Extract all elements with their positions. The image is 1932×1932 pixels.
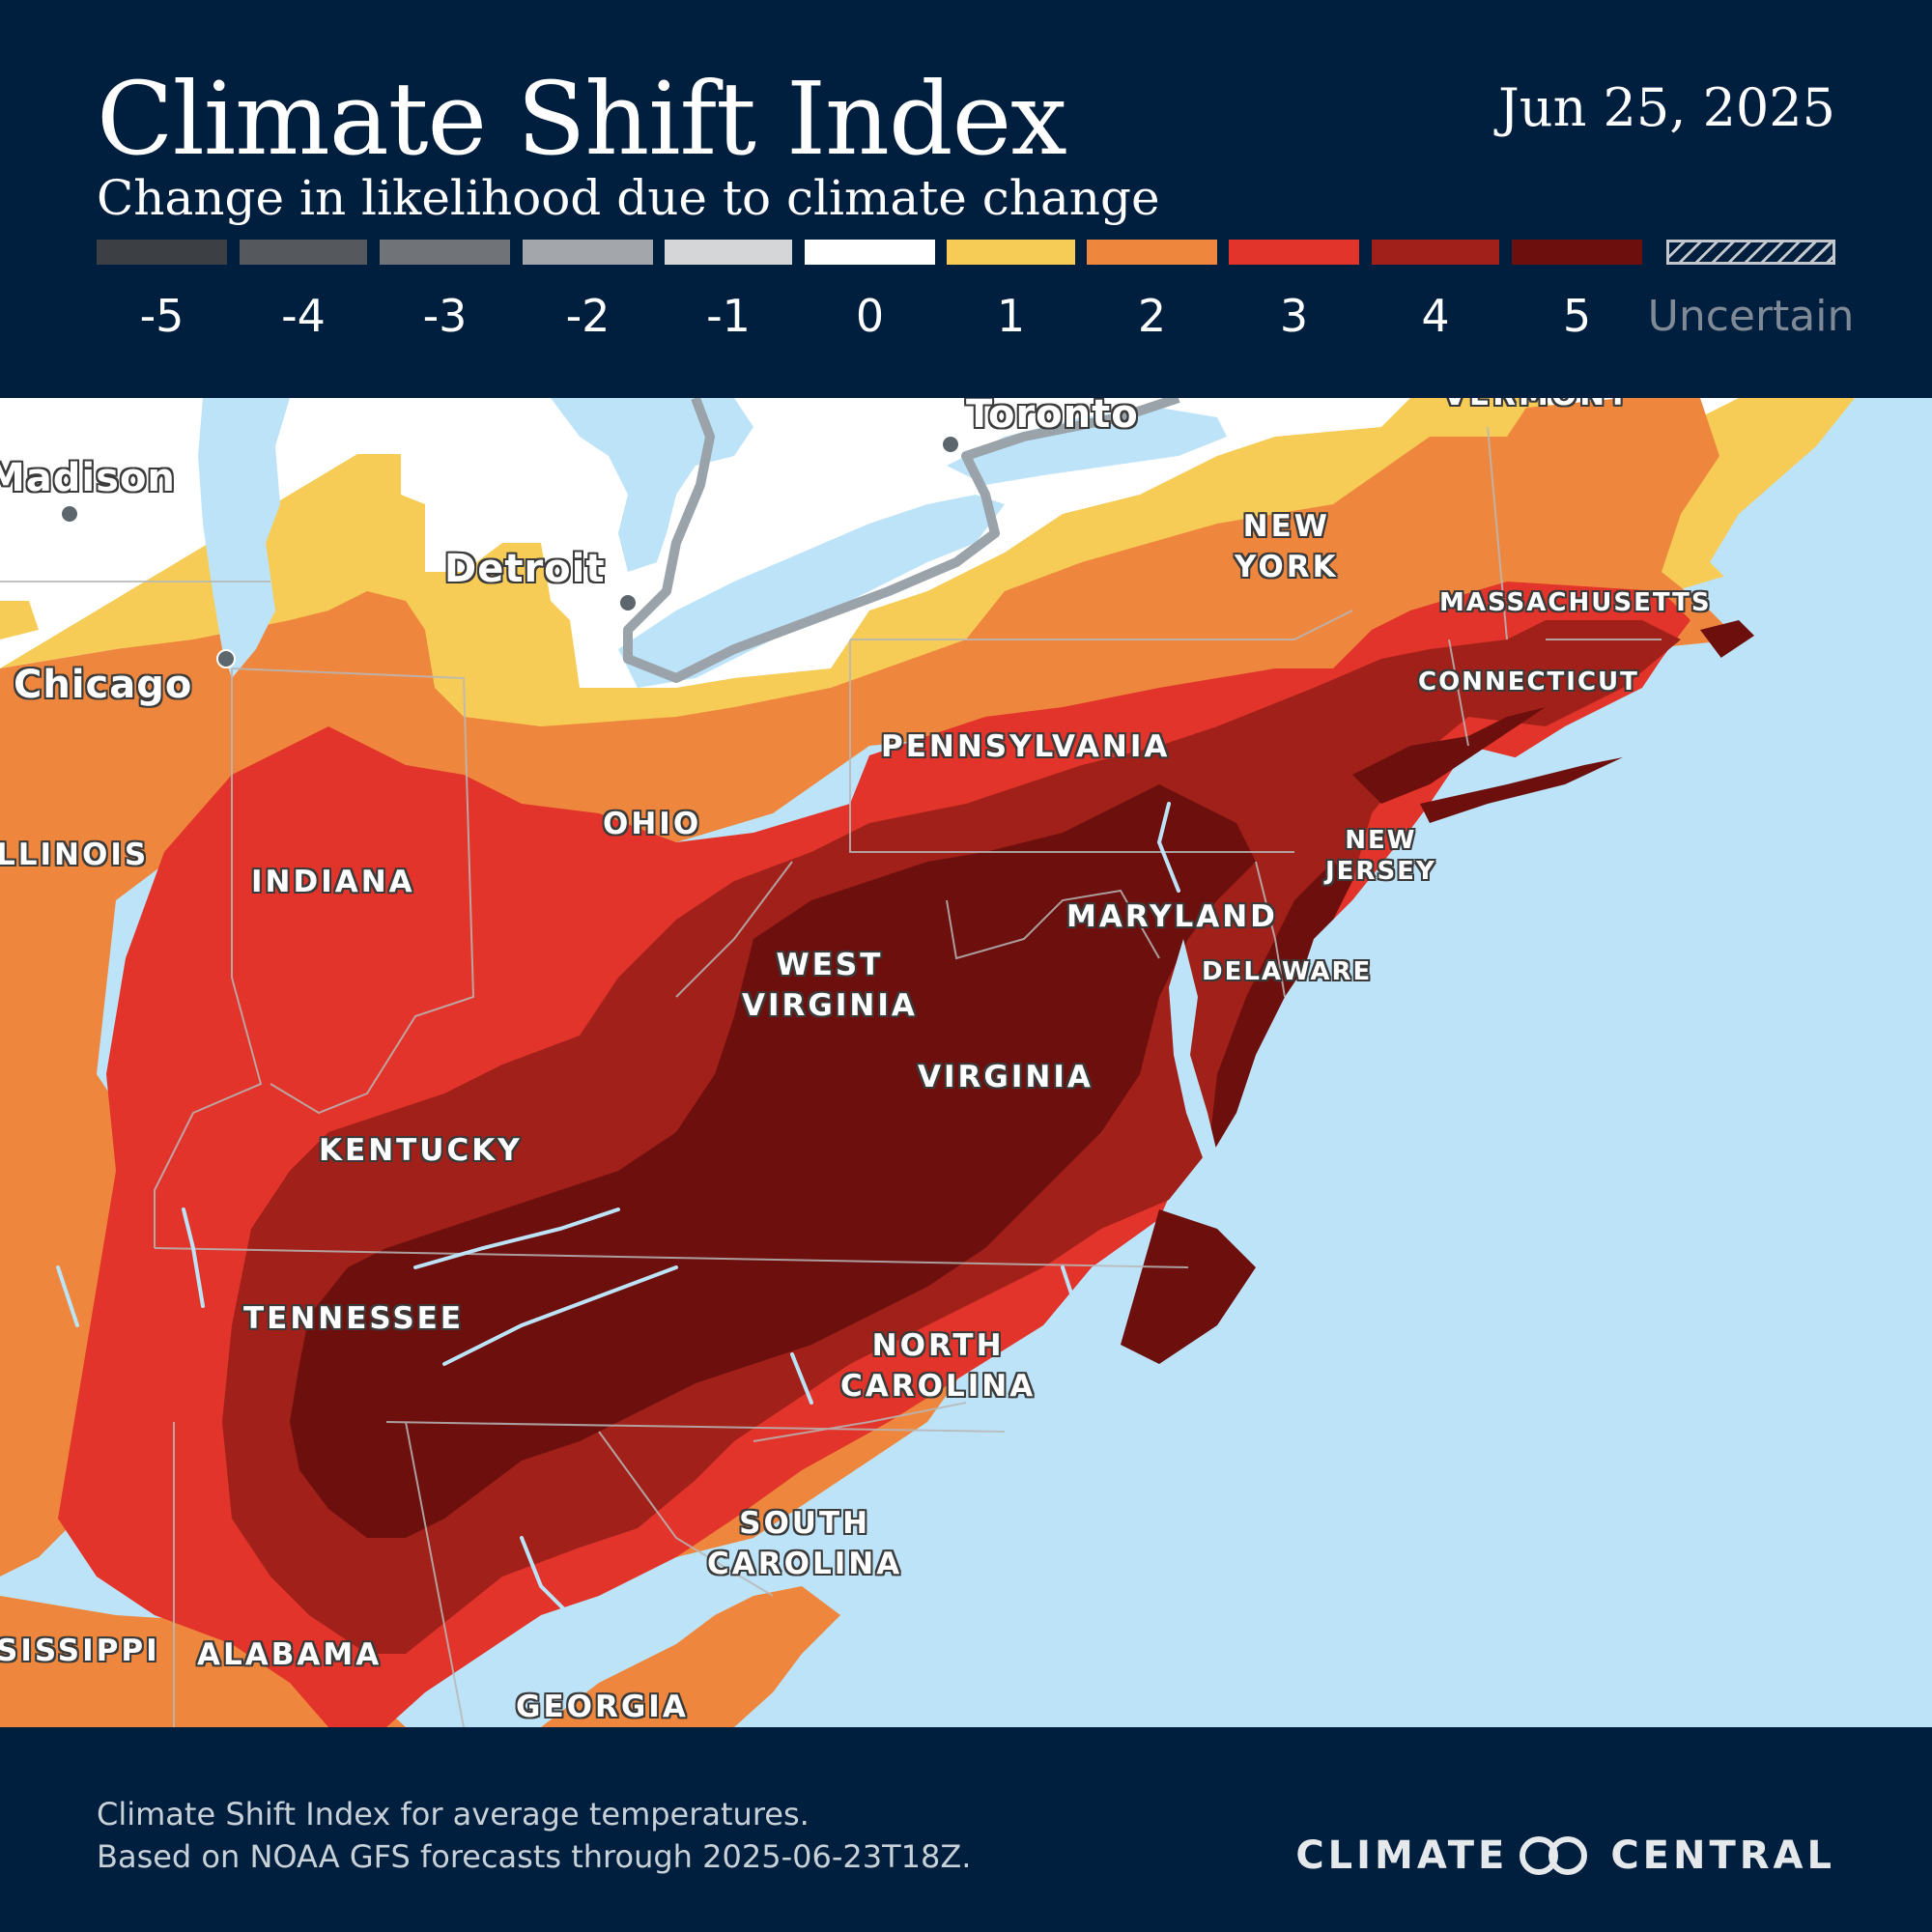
page-subtitle: Change in likelihood due to climate chan…: [97, 170, 1160, 226]
footnote-line-2: Based on NOAA GFS forecasts through 2025…: [97, 1838, 972, 1875]
legend-label-5: 5: [1562, 290, 1592, 342]
rivers: [56, 802, 1180, 1627]
chicago-dot: [216, 649, 236, 668]
legend-swatch-minus4: [240, 240, 367, 265]
state-label-north-carolina: NORTH CAROLINA: [840, 1328, 1037, 1404]
map-layers: [0, 398, 1932, 1727]
legend-swatch-4: [1372, 240, 1499, 265]
detroit-dot: [618, 593, 638, 612]
brand-logo: CLIMATE CENTRAL: [1295, 1833, 1835, 1878]
state-label-ohio: OHIO: [603, 807, 702, 841]
legend-label-2: 2: [1137, 290, 1167, 342]
zone-csi-5: [290, 620, 1768, 1538]
legend-label-uncertain: Uncertain: [1647, 292, 1855, 341]
legend-label-minus3: -3: [422, 290, 468, 342]
legend-swatch-minus1: [665, 240, 792, 265]
state-label-kentucky: KENTUCKY: [319, 1133, 523, 1168]
chesapeake-bay: [1169, 939, 1219, 1171]
state-label-delaware: DELAWARE: [1202, 957, 1373, 986]
lake-ontario: [947, 408, 1227, 485]
long-island: [1420, 757, 1623, 823]
state-label-vermont: VERMONT: [1443, 398, 1631, 415]
legend-swatch-minus3: [380, 240, 510, 265]
legend-label-minus5: -5: [139, 290, 185, 342]
brand-text-right: CENTRAL: [1610, 1833, 1835, 1878]
legend-swatch-3: [1229, 240, 1359, 265]
state-label-pennsylvania: PENNSYLVANIA: [881, 729, 1171, 764]
state-label-west-virginia: WEST VIRGINIA: [742, 948, 918, 1023]
state-label-massachusetts: MASSACHUSETTS: [1439, 588, 1712, 617]
atlantic-ocean: [831, 398, 1932, 1727]
city-label-madison: Madison: [0, 456, 176, 500]
legend-label-minus1: -1: [706, 290, 751, 342]
city-label-detroit: Detroit: [444, 547, 606, 591]
state-borders: [0, 426, 1662, 1727]
color-legend: -5 -4 -3 -2 -1 0 1 2 3 4 5 Uncertain: [97, 240, 1855, 355]
legend-label-minus2: -2: [565, 290, 611, 342]
state-label-illinois: LLINOIS: [0, 838, 150, 872]
header: Climate Shift Index Change in likelihood…: [0, 0, 1932, 398]
state-label-south-carolina: SOUTH CAROLINA: [707, 1506, 903, 1581]
footnote: Climate Shift Index for average temperat…: [97, 1793, 971, 1878]
city-label-chicago: Chicago: [14, 663, 193, 707]
madison-dot: [60, 504, 79, 524]
state-label-indiana: INDIANA: [251, 865, 415, 899]
lake-huron: [551, 398, 753, 572]
lake-erie: [618, 495, 1005, 688]
toronto-dot: [941, 435, 960, 454]
state-label-new-jersey: NEW JERSEY: [1325, 826, 1436, 886]
climate-map[interactable]: Toronto Madison Detroit Chicago VERMONT …: [0, 398, 1932, 1727]
state-label-connecticut: CONNECTICUT: [1418, 668, 1639, 696]
legend-swatch-minus2: [523, 240, 653, 265]
brand-mark-icon: [1520, 1836, 1599, 1875]
legend-label-minus4: -4: [281, 290, 326, 342]
state-label-maryland: MARYLAND: [1066, 899, 1278, 934]
legend-swatch-minus5: [97, 240, 227, 265]
lake-michigan: [198, 398, 290, 678]
date-label: Jun 25, 2025: [1498, 77, 1835, 138]
state-label-alabama: ALABAMA: [197, 1637, 383, 1672]
legend-label-4: 4: [1421, 290, 1450, 342]
state-label-georgia: GEORGIA: [516, 1690, 689, 1724]
page-title: Climate Shift Index: [97, 60, 1067, 178]
canada-border: [623, 398, 1180, 683]
legend-label-0: 0: [855, 290, 885, 342]
state-label-mississippi: SISSIPPI: [0, 1634, 160, 1668]
legend-swatch-5: [1512, 240, 1642, 265]
legend-label-3: 3: [1279, 290, 1309, 342]
brand-text-left: CLIMATE: [1295, 1833, 1509, 1878]
footnote-line-1: Climate Shift Index for average temperat…: [97, 1796, 810, 1833]
legend-swatch-0: [805, 240, 935, 265]
state-label-virginia: VIRGINIA: [918, 1060, 1094, 1094]
city-label-toronto: Toronto: [966, 398, 1139, 437]
state-label-new-york: NEW YORK: [1235, 509, 1339, 584]
zone-csi-2: [0, 398, 1739, 1727]
footer: Climate Shift Index for average temperat…: [0, 1727, 1932, 1932]
legend-swatch-uncertain: [1666, 240, 1835, 265]
state-label-tennessee: TENNESSEE: [243, 1301, 465, 1336]
legend-swatch-1: [947, 240, 1075, 265]
legend-label-1: 1: [996, 290, 1026, 342]
legend-swatch-2: [1087, 240, 1217, 265]
